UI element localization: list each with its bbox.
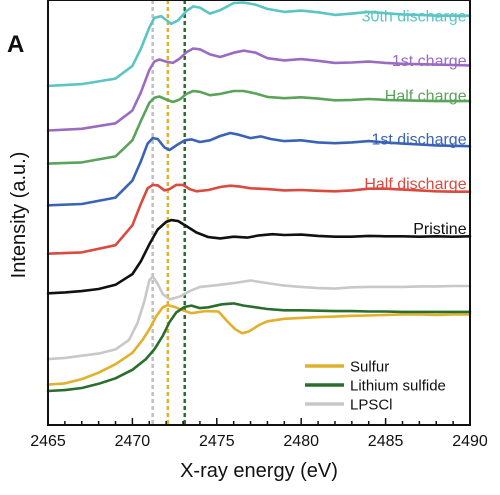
- x-axis: 2465 2470 2475 2480 2485 2490: [30, 418, 488, 450]
- series-line-1st-discharge: [46, 131, 472, 207]
- series-line-half-charge: [46, 89, 472, 165]
- series-layer: [46, 1, 472, 393]
- series-label-half-discharge: Half discharge: [364, 176, 466, 193]
- legend: Sulfur Lithium sulfide LPSCl: [305, 359, 446, 414]
- series-line-pristine: [46, 218, 472, 295]
- series-line-1st-charge: [46, 47, 472, 132]
- reference-lines: [151, 0, 186, 425]
- series-label-30th-discharge: 30th discharge: [362, 8, 467, 25]
- series-label-pristine: Pristine: [413, 221, 466, 238]
- series-label-1st-charge: 1st charge: [392, 53, 467, 70]
- plot-frame: [47, 0, 471, 426]
- x-tick-label: 2480: [283, 433, 319, 450]
- x-axis-label: X-ray energy (eV): [180, 460, 338, 482]
- series-line-half-discharge: [46, 183, 472, 255]
- x-tick-label: 2475: [199, 433, 235, 450]
- x-tick-label: 2470: [115, 433, 151, 450]
- series-line-lpscl: [46, 275, 472, 361]
- x-tick-label: 2490: [452, 433, 488, 450]
- series-line-sulfur: [46, 303, 472, 386]
- series-label-1st-discharge: 1st discharge: [371, 132, 466, 149]
- legend-label-sulfur: Sulfur: [350, 359, 389, 376]
- x-tick-label: 2465: [30, 433, 66, 450]
- series-labels: 30th discharge 1st charge Half charge 1st d…: [362, 8, 467, 238]
- series-line-lithium-sulfide: [46, 302, 472, 393]
- series-label-half-charge: Half charge: [385, 88, 467, 105]
- legend-label-lpscl: LPSCl: [350, 397, 393, 414]
- panel-label: A: [7, 31, 24, 58]
- y-axis-label: Intensity (a.u.): [8, 152, 30, 279]
- x-tick-label: 2485: [368, 433, 404, 450]
- legend-label-lithium-sulfide: Lithium sulfide: [350, 378, 446, 395]
- series-line-30th-discharge: [46, 1, 472, 88]
